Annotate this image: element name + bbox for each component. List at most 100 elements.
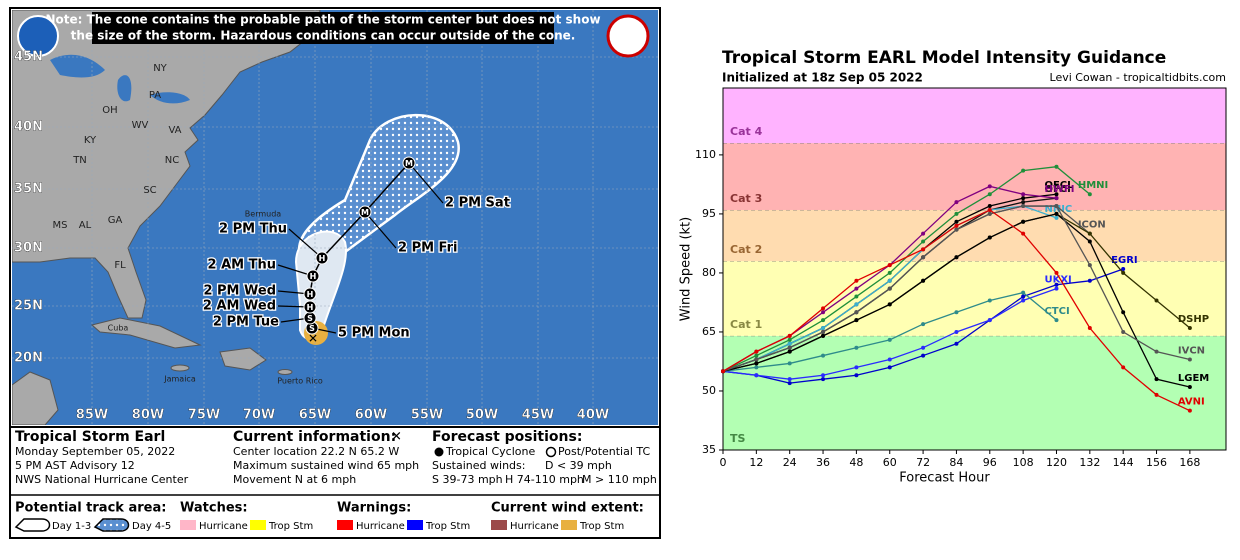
track-symbol: S	[309, 324, 315, 333]
model-point	[1054, 211, 1059, 216]
place-label: FL	[114, 260, 126, 271]
model-point	[1021, 200, 1026, 205]
band-label: Cat 2	[730, 243, 762, 256]
model-label: HMNI	[1078, 180, 1108, 191]
model-point	[1187, 326, 1192, 331]
y-axis-label: Wind Speed (kt)	[679, 217, 694, 321]
model-point	[787, 337, 792, 342]
panel-text: Current information:	[233, 429, 396, 445]
lon-label: 45W	[522, 408, 554, 423]
track-symbol: M	[361, 208, 369, 217]
model-point	[954, 255, 959, 260]
place-label: AL	[79, 220, 92, 231]
model-label: OFCL	[1044, 180, 1074, 191]
x-tick-label: 84	[949, 456, 963, 469]
model-point	[854, 302, 859, 307]
panel-text: Current wind extent:	[491, 501, 644, 516]
model-point	[1087, 192, 1092, 197]
chart: Tropical Storm EARL Model Intensity Guid…	[679, 48, 1227, 486]
model-label: ICON	[1078, 220, 1106, 231]
cuba	[90, 317, 202, 349]
model-point	[921, 255, 926, 260]
jamaica-land	[170, 364, 190, 372]
model-point	[787, 345, 792, 350]
y-tick-label: 65	[702, 325, 716, 338]
model-point	[754, 361, 759, 366]
model-point	[854, 294, 859, 299]
model-point	[887, 263, 892, 268]
place-label: MS	[53, 220, 68, 231]
yucatan	[12, 371, 59, 425]
model-point	[954, 341, 959, 346]
model-point	[1121, 329, 1126, 334]
model-point	[1021, 290, 1026, 295]
track-symbol: S	[307, 314, 313, 323]
track-symbol: H	[319, 254, 326, 263]
tc-symbol	[434, 447, 444, 457]
place-label: TN	[72, 155, 87, 166]
place-label: WV	[132, 120, 149, 131]
place-label: SC	[143, 185, 156, 196]
model-point	[887, 278, 892, 283]
swatch	[337, 520, 353, 530]
model-point	[1021, 298, 1026, 303]
model-point	[854, 310, 859, 315]
panel-text: Sustained winds:	[432, 459, 525, 472]
model-point	[887, 270, 892, 275]
model-point	[1121, 267, 1126, 271]
model-label: EGRI	[1111, 255, 1137, 266]
model-point	[821, 329, 826, 334]
panel-text: Post/Potential TC	[558, 445, 650, 458]
model-point	[1054, 318, 1059, 323]
model-point	[987, 184, 992, 189]
model-point	[1054, 164, 1059, 169]
lon-label: 80W	[132, 408, 164, 423]
y-tick-label: 110	[695, 148, 716, 161]
intensity-band	[723, 88, 1226, 144]
panel-text: Day 1-3	[52, 521, 91, 532]
model-point	[1021, 294, 1026, 299]
model-label: OFCI	[1044, 184, 1070, 195]
model-point	[954, 310, 959, 315]
model-point	[1054, 196, 1059, 201]
y-tick-label: 80	[702, 266, 716, 279]
panel-text: D < 39 mph	[545, 459, 612, 472]
model-point	[987, 318, 992, 323]
model-point	[1021, 196, 1026, 201]
track-point	[402, 156, 416, 170]
panel-text: Tropical Cyclone	[445, 445, 535, 458]
track-label: 2 PM Tue	[213, 315, 279, 330]
model-point	[754, 365, 759, 370]
model-point	[787, 333, 792, 338]
model-point	[854, 286, 859, 291]
model-point	[954, 211, 959, 216]
model-point	[921, 322, 926, 327]
x-tick-label: 168	[1179, 456, 1200, 469]
model-point	[1154, 298, 1159, 303]
track-label: 2 PM Thu	[219, 222, 287, 237]
band-label: Cat 3	[730, 192, 762, 205]
x-tick-label: 144	[1113, 456, 1134, 469]
plot-frame	[722, 87, 1227, 451]
model-point	[787, 377, 792, 382]
panel-text: Hurricane	[356, 521, 405, 532]
place-label: KY	[84, 135, 97, 146]
model-point	[754, 357, 759, 362]
model-point	[1087, 278, 1092, 283]
place-label: Bermuda	[245, 210, 282, 219]
model-point	[821, 333, 826, 338]
model-point	[821, 306, 826, 311]
model-point	[854, 373, 859, 378]
place-label: GA	[108, 215, 123, 226]
model-point	[887, 302, 892, 307]
model-point	[754, 349, 759, 354]
model-label: CTCI	[1044, 306, 1069, 317]
panel-text: Center location 22.2 N 65.2 W	[233, 445, 399, 458]
model-point	[1187, 385, 1192, 390]
x-tick-label: 132	[1079, 456, 1100, 469]
model-point	[921, 239, 926, 244]
model-point	[854, 345, 859, 350]
track-point	[306, 269, 320, 283]
chart-credit: Levi Cowan - tropicaltidbits.com	[1050, 71, 1226, 84]
